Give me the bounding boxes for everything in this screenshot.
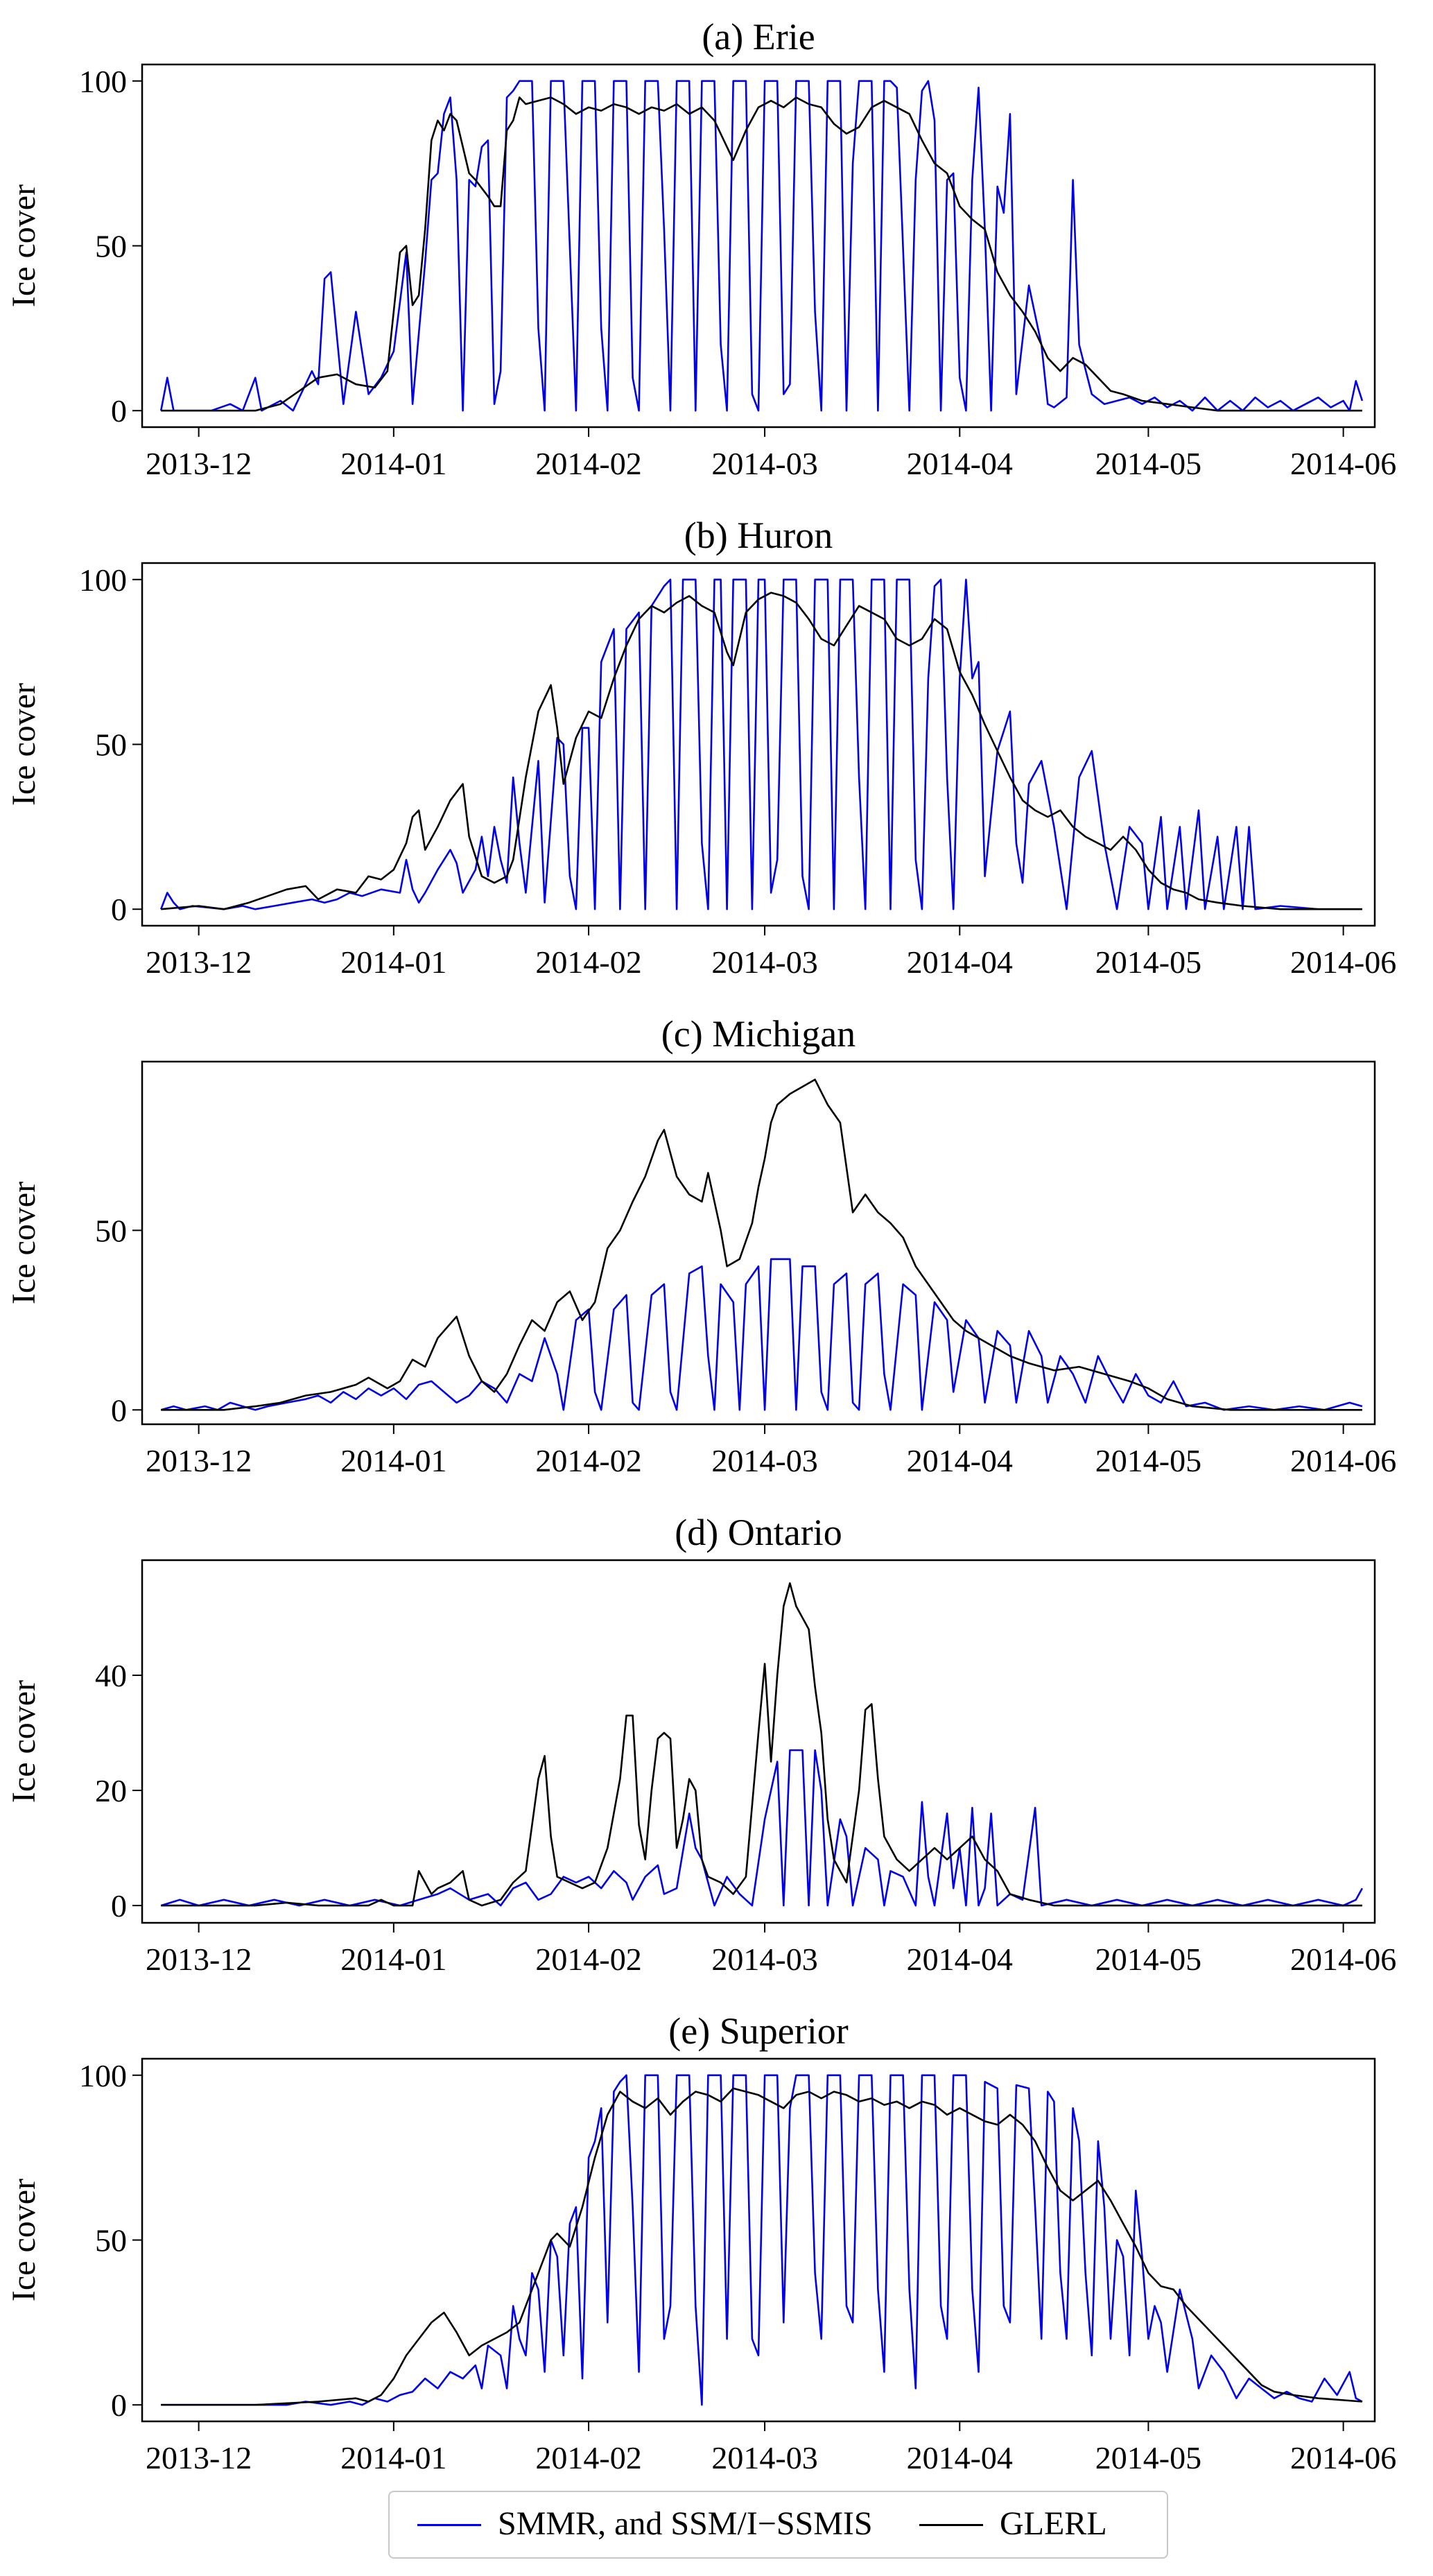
series-line-glerl	[161, 96, 1362, 412]
series-line-smmr	[159, 578, 1362, 910]
x-tick-label: 2014-06	[1290, 2440, 1396, 2475]
y-tick-label: 50	[95, 229, 127, 264]
x-tick-label: 2014-06	[1290, 1942, 1396, 1977]
y-axis-label: Ice cover	[6, 2179, 42, 2301]
x-tick-label: 2014-02	[535, 2440, 641, 2475]
panel-3: (c) Michigan Ice cover 0 50 2013-12 2014-01 20…	[6, 1013, 1396, 1478]
x-tick-label: 2014-05	[1095, 1443, 1201, 1478]
legend-glerl-label: GLERL	[1000, 2505, 1107, 2542]
panel-title: (b) Huron	[684, 515, 833, 556]
x-tick-label: 2013-12	[146, 1942, 252, 1977]
x-tick-label: 2014-05	[1095, 1942, 1201, 1977]
x-tick-label: 2014-06	[1290, 944, 1396, 980]
y-axis-label: Ice cover	[6, 184, 42, 307]
y-tick-label: 0	[111, 2387, 127, 2423]
x-tick-label: 2014-04	[907, 944, 1013, 980]
panel-title: (e) Superior	[668, 2010, 848, 2052]
series-line-glerl	[161, 1078, 1362, 1411]
x-tick-label: 2014-01	[340, 1942, 446, 1977]
y-tick-label: 20	[95, 1773, 127, 1808]
series-line-glerl	[161, 591, 1362, 910]
x-tick-label: 2014-03	[711, 944, 817, 980]
x-tick-label: 2014-06	[1290, 1443, 1396, 1478]
y-tick-label: 50	[95, 727, 127, 763]
x-tick-label: 2014-01	[340, 2440, 446, 2475]
x-tick-label: 2014-03	[711, 1942, 817, 1977]
x-tick-label: 2014-02	[535, 1443, 641, 1478]
x-tick-label: 2014-05	[1095, 2440, 1201, 2475]
y-tick-label: 50	[95, 1213, 127, 1248]
x-tick-label: 2014-01	[340, 446, 446, 481]
series-line-glerl	[161, 1582, 1362, 1907]
legend-smmr-line	[417, 2524, 481, 2526]
series-line-smmr	[161, 2074, 1363, 2406]
y-tick-label: 0	[111, 892, 127, 927]
y-axis-label: Ice cover	[6, 1182, 42, 1304]
x-tick-label: 2014-06	[1290, 446, 1396, 481]
x-tick-label: 2014-04	[907, 1443, 1013, 1478]
panel-1: (a) Erie Ice cover 0 50 100 2013-12 2014-01 201…	[6, 16, 1396, 481]
plot-frame	[141, 2057, 1376, 2423]
legend: SMMR, and SSM/I−SSMIS GLERL	[388, 2491, 1168, 2559]
plot-frame	[141, 1060, 1376, 1426]
x-tick-label: 2014-03	[711, 2440, 817, 2475]
y-tick-label: 0	[111, 1392, 127, 1428]
x-tick-label: 2014-02	[535, 944, 641, 980]
x-tick-label: 2014-03	[711, 446, 817, 481]
plot-frame	[141, 1559, 1376, 1924]
series-line-smmr	[159, 80, 1364, 412]
y-tick-label: 50	[95, 2223, 127, 2258]
y-tick-label: 100	[79, 64, 127, 99]
plot-frame	[141, 562, 1376, 927]
legend-glerl-line	[919, 2524, 983, 2526]
x-tick-label: 2014-04	[907, 446, 1013, 481]
y-tick-label: 40	[95, 1658, 127, 1693]
x-tick-label: 2013-12	[146, 446, 252, 481]
panel-2: (b) Huron Ice cover 0 50 100 2013-12 2014-01 20…	[6, 515, 1396, 980]
legend-smmr-label: SMMR, and SSM/I−SSMIS	[498, 2505, 873, 2542]
series-line-smmr	[160, 1258, 1363, 1411]
x-tick-label: 2013-12	[146, 944, 252, 980]
panel-title: (c) Michigan	[661, 1013, 856, 1055]
x-tick-label: 2013-12	[146, 1443, 252, 1478]
x-tick-label: 2014-03	[711, 1443, 817, 1478]
y-axis-label: Ice cover	[6, 1680, 42, 1803]
panel-5: (e) Superior Ice cover 0 50 100 2013-12 2014-0…	[6, 2010, 1396, 2475]
panel-title: (a) Erie	[702, 16, 815, 58]
series-line-glerl	[161, 2087, 1362, 2406]
x-tick-label: 2014-05	[1095, 446, 1201, 481]
x-tick-label: 2014-02	[535, 446, 641, 481]
x-tick-label: 2014-01	[340, 944, 446, 980]
y-tick-label: 0	[111, 393, 127, 429]
y-tick-label: 100	[79, 2058, 127, 2093]
x-tick-label: 2014-04	[907, 2440, 1013, 2475]
panel-title: (d) Ontario	[675, 1512, 842, 1553]
x-tick-label: 2013-12	[146, 2440, 252, 2475]
y-tick-label: 100	[79, 562, 127, 598]
x-tick-label: 2014-04	[907, 1942, 1013, 1977]
y-tick-label: 0	[111, 1888, 127, 1924]
x-tick-label: 2014-05	[1095, 944, 1201, 980]
y-axis-label: Ice cover	[6, 683, 42, 806]
series-line-smmr	[160, 1749, 1364, 1907]
panel-4: (d) Ontario Ice cover 0 20 40 2013-12 2014-01 2…	[6, 1512, 1396, 1977]
x-tick-label: 2014-02	[535, 1942, 641, 1977]
plot-frame	[141, 63, 1376, 429]
x-tick-label: 2014-01	[340, 1443, 446, 1478]
